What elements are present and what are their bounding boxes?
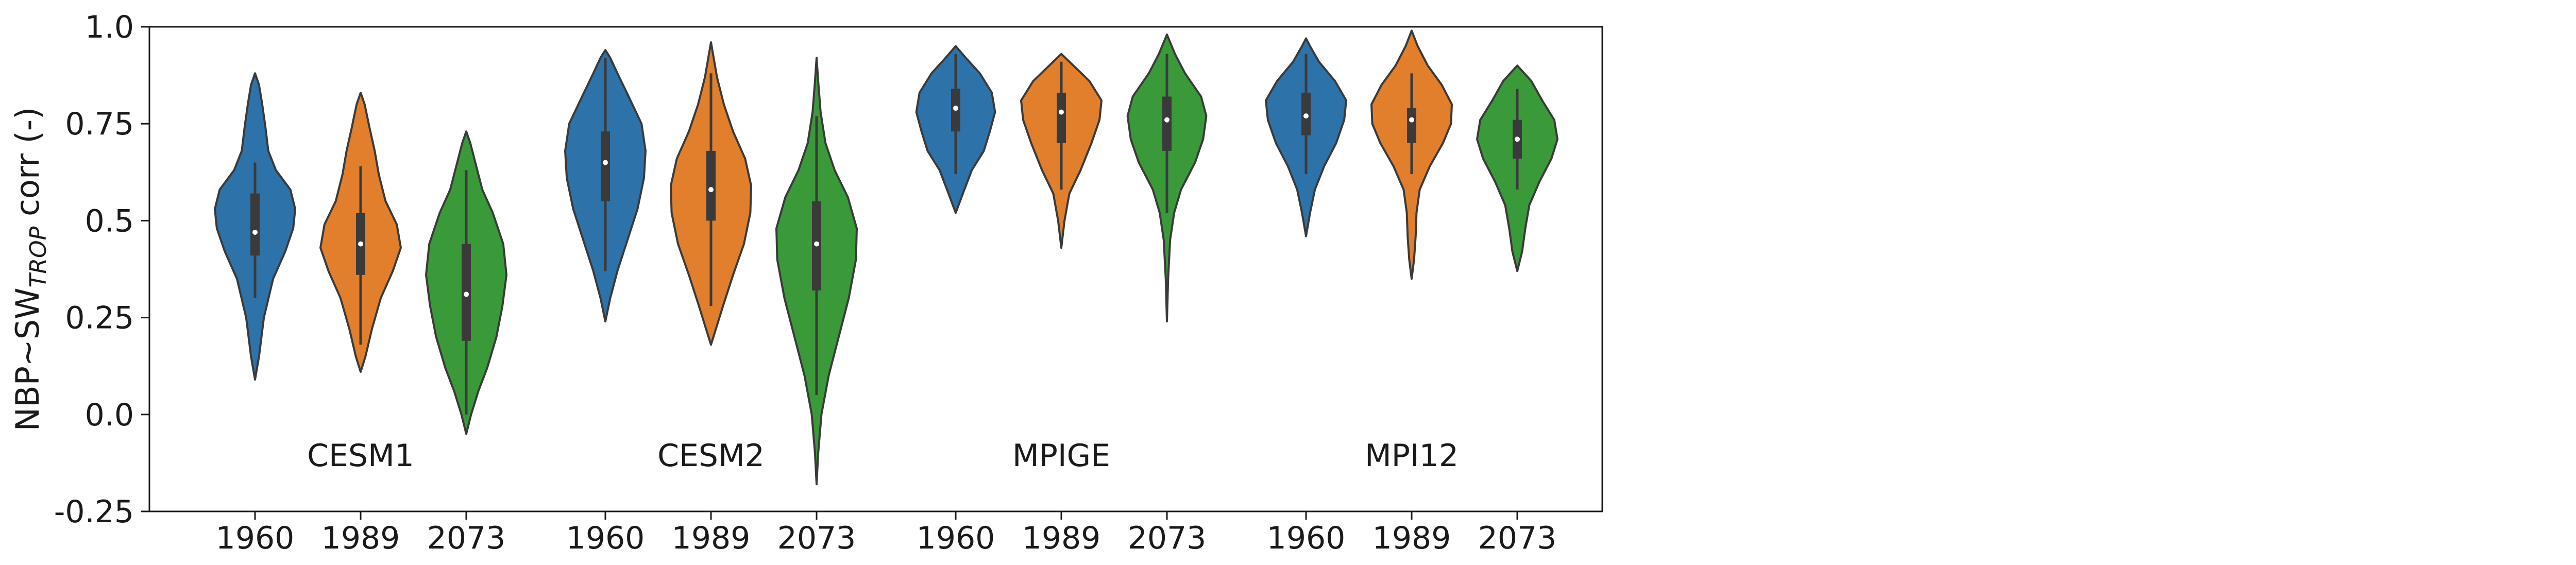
violin-iqr-box bbox=[1407, 108, 1416, 143]
y-tick-label: 0.25 bbox=[65, 300, 134, 336]
y-axis-label-tail: corr (-) bbox=[9, 107, 46, 227]
violin-median-dot bbox=[1409, 117, 1414, 123]
x-tick-label: 2073 bbox=[1128, 520, 1207, 556]
violins-layer bbox=[214, 29, 1558, 486]
violin-median-dot bbox=[464, 292, 469, 297]
x-tick-label: 2073 bbox=[1478, 520, 1557, 556]
y-axis-label: NBP~SWTROP corr (-) bbox=[9, 107, 52, 432]
violin-median-dot bbox=[708, 187, 714, 193]
group-label: CESM1 bbox=[307, 438, 414, 474]
y-axis-label-main: NBP~SW bbox=[9, 287, 46, 431]
violin-median-dot bbox=[1164, 117, 1170, 123]
group-label: MPI12 bbox=[1365, 438, 1459, 474]
x-tick-label: 1960 bbox=[1267, 520, 1346, 556]
group-labels-layer: CESM1 CESM2 MPIGE MPI12 bbox=[307, 438, 1459, 474]
violin-iqr-box bbox=[706, 150, 716, 221]
x-tick-label: 1989 bbox=[1372, 520, 1451, 556]
x-tick-label: 1960 bbox=[917, 520, 995, 556]
violin-iqr-box bbox=[1057, 92, 1066, 143]
x-tick-label: 1989 bbox=[1022, 520, 1101, 556]
violin-median-dot bbox=[814, 241, 819, 247]
violin-median-dot bbox=[1303, 113, 1309, 119]
x-tick-label: 2073 bbox=[777, 520, 856, 556]
y-tick-label: -0.25 bbox=[54, 494, 134, 530]
violin-median-dot bbox=[358, 241, 363, 247]
y-tick-label: 0.0 bbox=[85, 397, 134, 433]
x-tick-label: 1960 bbox=[216, 520, 295, 556]
violin-median-dot bbox=[252, 229, 258, 235]
x-tick-label: 1989 bbox=[321, 520, 400, 556]
violin-iqr-box bbox=[250, 193, 260, 256]
violin-iqr-box bbox=[1162, 96, 1172, 151]
group-label: CESM2 bbox=[657, 438, 765, 474]
violin-median-dot bbox=[1059, 109, 1064, 115]
y-tick-label: 1.0 bbox=[85, 9, 134, 45]
violin-median-dot bbox=[1515, 136, 1520, 142]
y-tick-label: 0.75 bbox=[65, 106, 134, 142]
y-axis: -0.25 0.0 0.25 0.5 0.75 1.0 bbox=[54, 9, 149, 530]
group-label: MPIGE bbox=[1012, 438, 1110, 474]
x-tick-label: 1989 bbox=[672, 520, 751, 556]
y-tick-label: 0.5 bbox=[85, 203, 134, 239]
x-tick-label: 1960 bbox=[566, 520, 645, 556]
plot-frame bbox=[148, 26, 1603, 512]
x-axis: 1960 1989 2073 1960 1989 2073 1960 1989 2073 1960… bbox=[216, 511, 1557, 556]
violin-median-dot bbox=[603, 160, 608, 165]
y-axis-label-subscript: TROP bbox=[25, 226, 52, 287]
x-tick-label: 2073 bbox=[427, 520, 506, 556]
violin-iqr-box bbox=[601, 131, 610, 201]
violin-median-dot bbox=[953, 106, 958, 111]
